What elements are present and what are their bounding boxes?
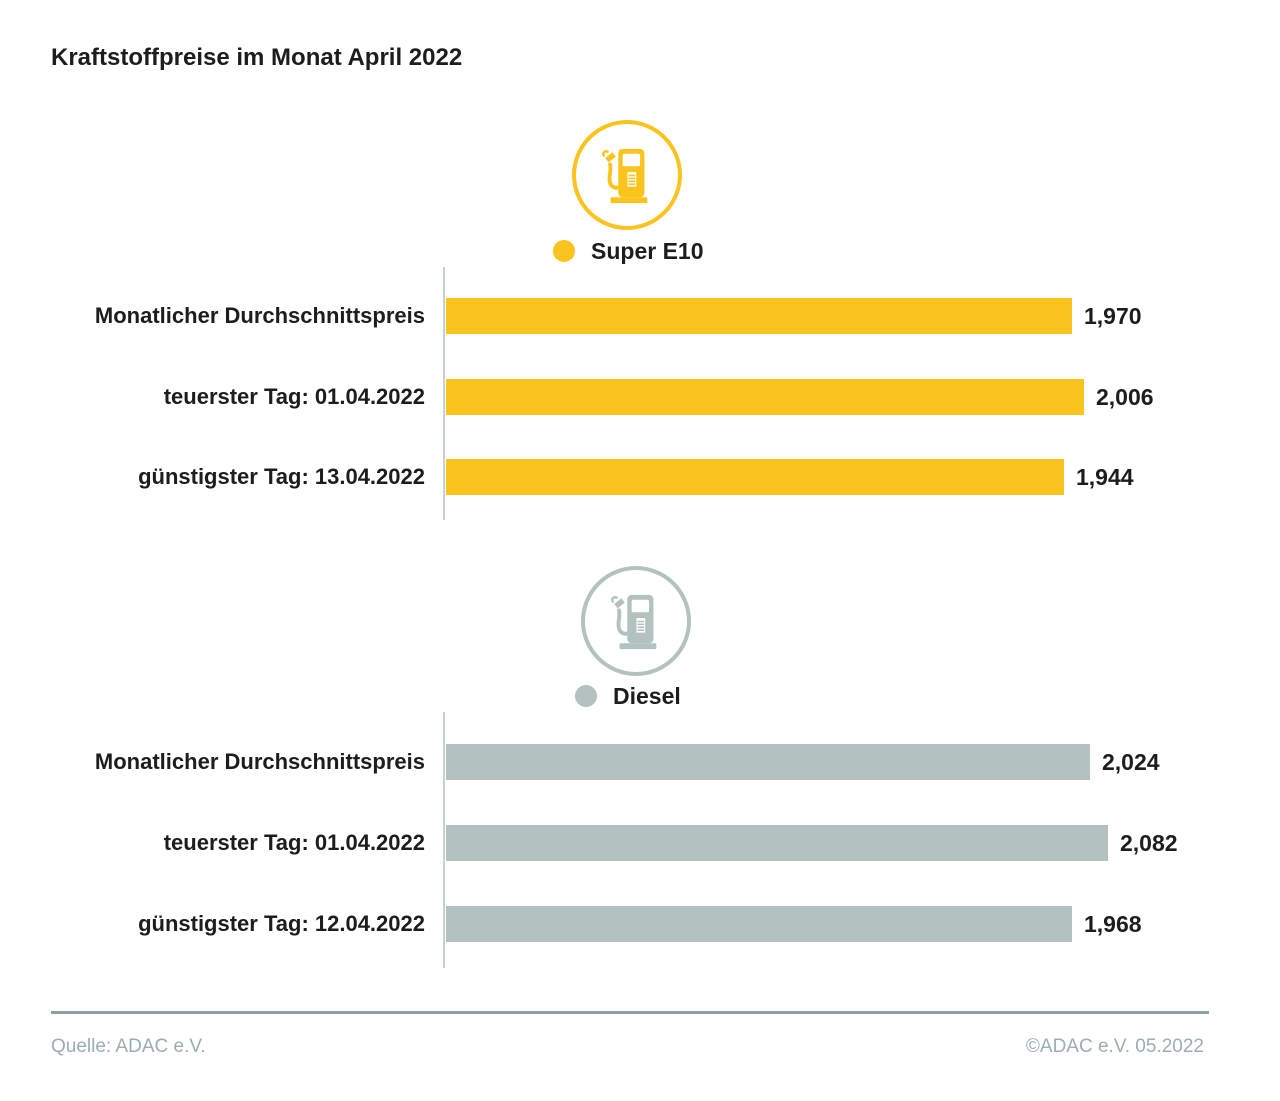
bar-row-diesel-max: teuerster Tag: 01.04.2022 2,082: [51, 825, 1178, 861]
row-label: günstigster Tag: 13.04.2022: [138, 464, 425, 489]
bar-diesel-most-expensive-day: [446, 825, 1108, 861]
legend-dot-super-e10: [553, 240, 575, 262]
value-label: 2,006: [1096, 383, 1154, 410]
legend-super-e10: Super E10: [553, 237, 704, 264]
row-label: teuerster Tag: 01.04.2022: [163, 830, 425, 855]
value-label: 1,970: [1084, 302, 1142, 329]
value-label: 1,968: [1084, 910, 1142, 937]
bar-row-super-min: günstigster Tag: 13.04.2022 1,944: [51, 459, 1134, 495]
bar-row-diesel-avg: Monatlicher Durchschnittspreis 2,024: [51, 744, 1160, 780]
bar-diesel-average: [446, 744, 1090, 780]
row-label: günstigster Tag: 12.04.2022: [138, 911, 425, 936]
bar-row-diesel-min: günstigster Tag: 12.04.2022 1,968: [51, 906, 1142, 942]
fuel-pump-icon: [572, 120, 682, 230]
bar-row-super-avg: Monatlicher Durchschnittspreis 1,970: [51, 298, 1142, 334]
value-label: 2,082: [1120, 829, 1178, 856]
page-title: Kraftstoffpreise im Monat April 2022: [51, 44, 463, 71]
source-text: Quelle: ADAC e.V.: [51, 1036, 206, 1057]
bar-super-e10-average: [446, 298, 1072, 334]
row-label: teuerster Tag: 01.04.2022: [163, 384, 425, 409]
axis-line-diesel: [443, 712, 445, 968]
row-label: Monatlicher Durchschnittspreis: [94, 749, 425, 774]
bar-super-e10-cheapest-day: [446, 459, 1064, 495]
value-label: 1,944: [1076, 463, 1134, 490]
value-label: 2,024: [1102, 748, 1160, 775]
legend-label-diesel: Diesel: [613, 682, 681, 709]
bar-super-e10-most-expensive-day: [446, 379, 1084, 415]
legend-label-super-e10: Super E10: [591, 237, 704, 264]
bar-row-super-max: teuerster Tag: 01.04.2022 2,006: [51, 379, 1154, 415]
footer-divider: [51, 1011, 1209, 1014]
fuel-pump-icon: [581, 566, 691, 676]
legend-diesel: Diesel: [575, 682, 681, 709]
axis-line-super-e10: [443, 267, 445, 520]
row-label: Monatlicher Durchschnittspreis: [94, 303, 425, 328]
legend-dot-diesel: [575, 685, 597, 707]
copyright-text: ©ADAC e.V. 05.2022: [1025, 1036, 1204, 1057]
bar-diesel-cheapest-day: [446, 906, 1072, 942]
